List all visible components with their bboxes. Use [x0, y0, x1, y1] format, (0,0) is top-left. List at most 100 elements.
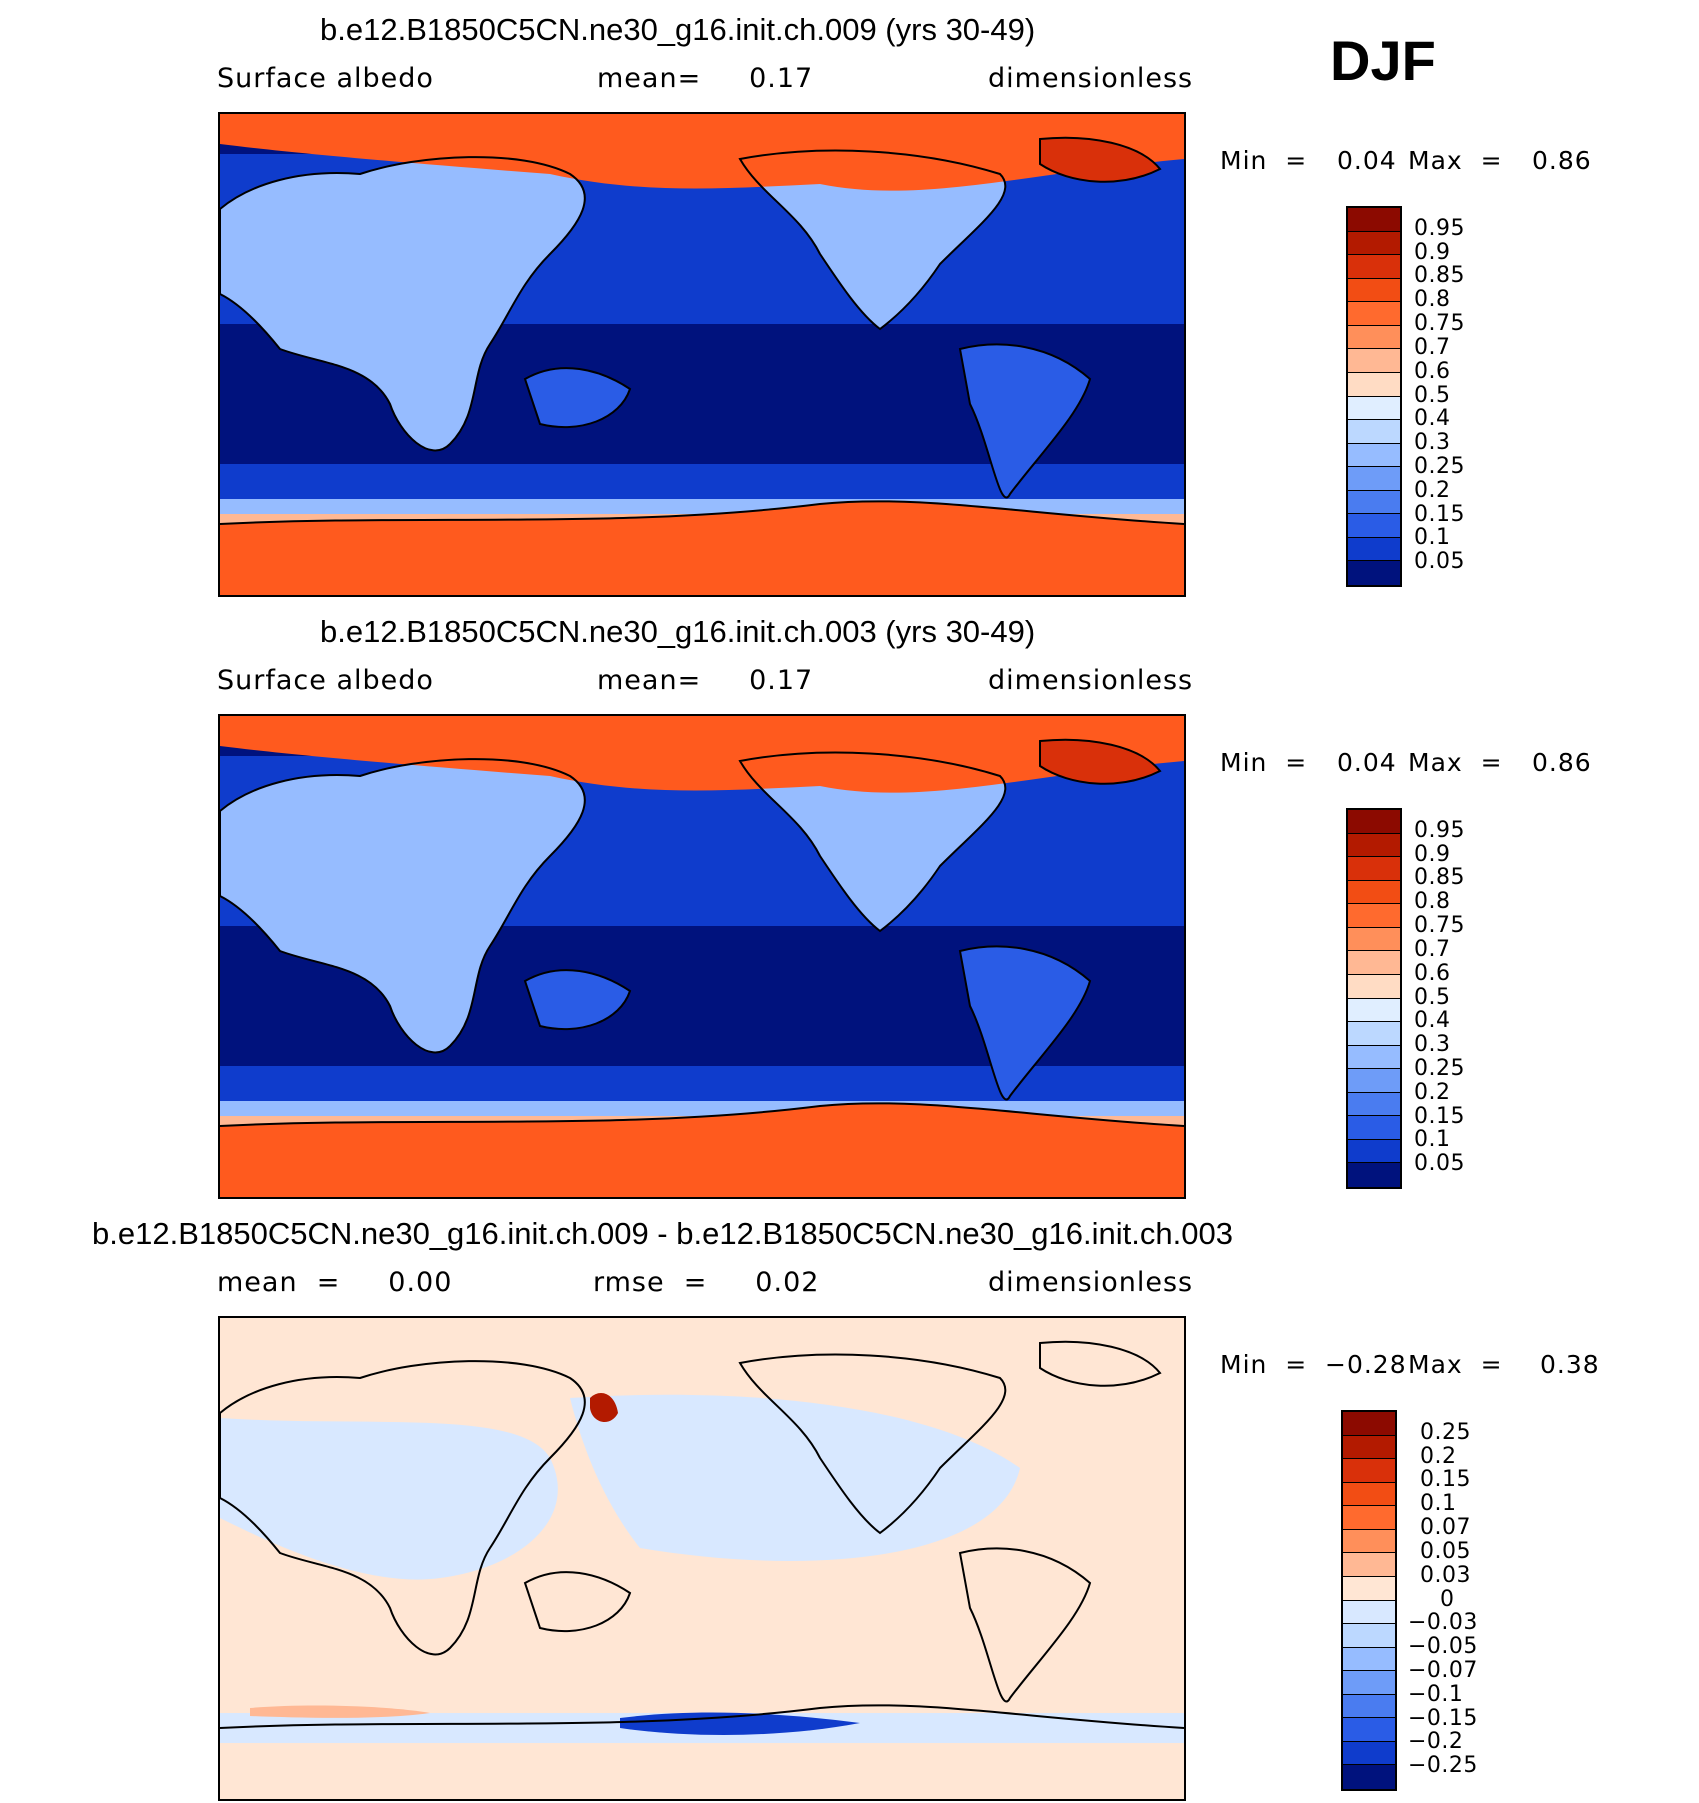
- colorbar-swatch: [1348, 490, 1400, 515]
- colorbar-swatch: [1348, 1116, 1400, 1140]
- colorbar-tick-label: 0.15: [1420, 1467, 1471, 1493]
- panel1-mean-label: mean= 0.17: [597, 63, 814, 94]
- colorbar-tick-label: −0.1: [1408, 1681, 1464, 1707]
- colorbar-swatch: [1348, 833, 1400, 858]
- colorbar-swatch: [1348, 467, 1400, 491]
- colorbar-swatch: [1348, 325, 1400, 350]
- colorbar-tick-label: 0.25: [1420, 1419, 1471, 1445]
- panel2-title: b.e12.B1850C5CN.ne30_g16.init.ch.003 (yr…: [320, 614, 1036, 649]
- panel3-map: [218, 1316, 1186, 1801]
- eurasia-africa: [220, 157, 585, 451]
- coastline: [958, 1547, 1092, 1703]
- coastline: [958, 343, 1092, 499]
- panel2-max-value: 0.86: [1532, 748, 1592, 777]
- colorbar-swatch: [1343, 1529, 1395, 1554]
- colorbar-tick-label: 0.95: [1414, 215, 1465, 241]
- colorbar-tick-label: 0.6: [1414, 960, 1451, 986]
- colorbar-swatch: [1348, 537, 1400, 562]
- colorbar-tick-label: 0.4: [1414, 1008, 1451, 1034]
- australia: [525, 970, 630, 1030]
- panel3-max-label: Max =: [1408, 1350, 1503, 1379]
- colorbar-tick-label: 0.1: [1420, 1491, 1457, 1517]
- colorbar-swatch: [1348, 302, 1400, 326]
- colorbar-swatch: [1348, 810, 1400, 834]
- eurasia-africa: [220, 759, 585, 1053]
- colorbar-tick-label: −0.03: [1408, 1610, 1478, 1636]
- diff-strong-positive: [590, 1393, 618, 1423]
- colorbar-swatch: [1343, 1435, 1395, 1460]
- colorbar-swatch: [1348, 208, 1400, 232]
- colorbar-tick-label: 0.2: [1414, 1079, 1451, 1105]
- panel1-colorbar: [1346, 206, 1402, 587]
- panel3-mean-label: mean = 0.00: [217, 1267, 453, 1298]
- coastline: [738, 751, 1007, 933]
- colorbar-tick-label: 0.9: [1414, 239, 1451, 265]
- colorbar-swatch: [1343, 1506, 1395, 1530]
- colorbar-tick-label: 0.5: [1414, 984, 1451, 1010]
- colorbar-swatch: [1348, 1045, 1400, 1070]
- colorbar-tick-label: 0.05: [1414, 549, 1465, 575]
- colorbar-tick-label: 0.75: [1414, 913, 1465, 939]
- australia: [525, 368, 630, 428]
- north-america: [740, 150, 1006, 329]
- diff-negative-eurasia: [220, 1418, 558, 1580]
- colorbar-swatch: [1343, 1459, 1395, 1483]
- colorbar-swatch: [1348, 1069, 1400, 1093]
- panel2-max-label: Max =: [1408, 748, 1503, 777]
- colorbar-swatch: [1348, 349, 1400, 373]
- colorbar-tick-label: 0.05: [1420, 1538, 1471, 1564]
- colorbar-tick-label: 0.3: [1414, 1032, 1451, 1058]
- colorbar-tick-label: 0.7: [1414, 334, 1451, 360]
- colorbar-swatch: [1343, 1765, 1395, 1789]
- colorbar-tick-label: 0.8: [1414, 287, 1451, 313]
- coastline: [958, 945, 1092, 1101]
- season-label: DJF: [1330, 29, 1436, 92]
- colorbar-tick-label: 0: [1440, 1586, 1455, 1612]
- coastline: [738, 1353, 1007, 1535]
- diff-strong-negative: [620, 1712, 860, 1735]
- colorbar-swatch: [1343, 1412, 1395, 1436]
- colorbar-swatch: [1348, 396, 1400, 421]
- panel3-max-value: 0.38: [1540, 1350, 1600, 1379]
- colorbar-swatch: [1348, 231, 1400, 256]
- colorbar-swatch: [1343, 1624, 1395, 1648]
- colorbar-tick-label: 0.7: [1414, 936, 1451, 962]
- colorbar-swatch: [1348, 974, 1400, 999]
- colorbar-swatch: [1343, 1553, 1395, 1577]
- coastline: [1039, 136, 1162, 183]
- coastline-antarctica: [220, 500, 1184, 525]
- arctic-snow: [220, 716, 1184, 793]
- north-america: [740, 752, 1006, 931]
- panel2-variable-label: Surface albedo: [217, 665, 434, 696]
- coastline: [738, 149, 1007, 331]
- colorbar-tick-label: 0.85: [1414, 865, 1465, 891]
- colorbar-tick-label: 0.15: [1414, 1103, 1465, 1129]
- colorbar-tick-label: 0.1: [1414, 525, 1451, 551]
- colorbar-swatch: [1348, 255, 1400, 279]
- colorbar-tick-label: −0.07: [1408, 1657, 1478, 1683]
- colorbar-swatch: [1343, 1482, 1395, 1507]
- south-america: [960, 946, 1090, 1100]
- colorbar-swatch: [1348, 880, 1400, 905]
- panel2-map: [218, 714, 1186, 1199]
- colorbar-tick-label: −0.25: [1408, 1753, 1478, 1779]
- colorbar-swatch: [1343, 1647, 1395, 1672]
- coastline: [523, 1571, 632, 1633]
- panel3-min-value: −0.28: [1325, 1350, 1407, 1379]
- colorbar-swatch: [1348, 420, 1400, 444]
- panel3-colorbar: [1341, 1410, 1397, 1791]
- panel2-colorbar: [1346, 808, 1402, 1189]
- panel3-rmse-label: rmse = 0.02: [593, 1267, 820, 1298]
- colorbar-swatch: [1348, 514, 1400, 538]
- colorbar-tick-label: 0.75: [1414, 311, 1465, 337]
- diff-negative-pacific: [570, 1394, 1020, 1562]
- panel1-variable-label: Surface albedo: [217, 63, 434, 94]
- colorbar-tick-label: 0.4: [1414, 406, 1451, 432]
- antarctica: [220, 1103, 1184, 1197]
- coastline: [220, 758, 586, 1054]
- panel3-units-label: dimensionless: [988, 1267, 1194, 1298]
- panel2-units-label: dimensionless: [988, 665, 1194, 696]
- colorbar-tick-label: 0.3: [1414, 430, 1451, 456]
- colorbar-tick-label: 0.03: [1420, 1562, 1471, 1588]
- coastline: [523, 367, 632, 429]
